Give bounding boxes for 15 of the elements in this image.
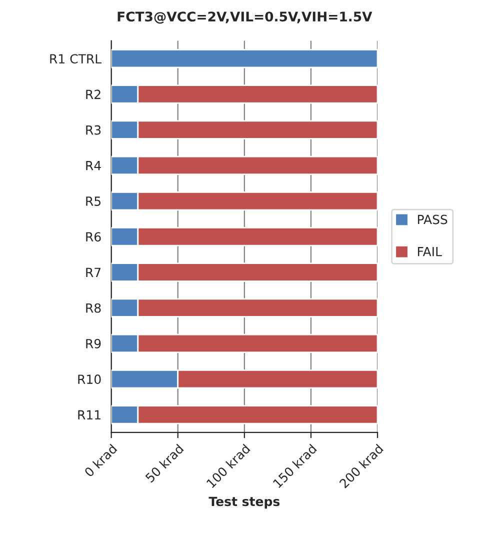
chart-title: FCT3@VCC=2V,VIL=0.5V,VIH=1.5V xyxy=(118,12,372,24)
y-tick-label: R9 xyxy=(86,338,101,348)
y-tick-label: R4 xyxy=(86,161,101,170)
y-tick-label: R11 xyxy=(78,410,100,420)
y-tick-label: R3 xyxy=(86,125,101,135)
y-tick-label: R1 CTRL xyxy=(50,54,102,64)
y-tick-label: R10 xyxy=(78,374,101,384)
x-axis-title: Test steps xyxy=(208,496,280,509)
y-tick-label: R6 xyxy=(86,232,101,242)
y-tick-label: R2 xyxy=(86,90,100,99)
legend-label: FAIL xyxy=(418,247,442,256)
y-tick-label: R7 xyxy=(86,268,101,277)
y-tick-label: R5 xyxy=(86,196,101,206)
y-tick-label: R8 xyxy=(86,303,101,313)
legend-label: PASS xyxy=(418,214,448,224)
